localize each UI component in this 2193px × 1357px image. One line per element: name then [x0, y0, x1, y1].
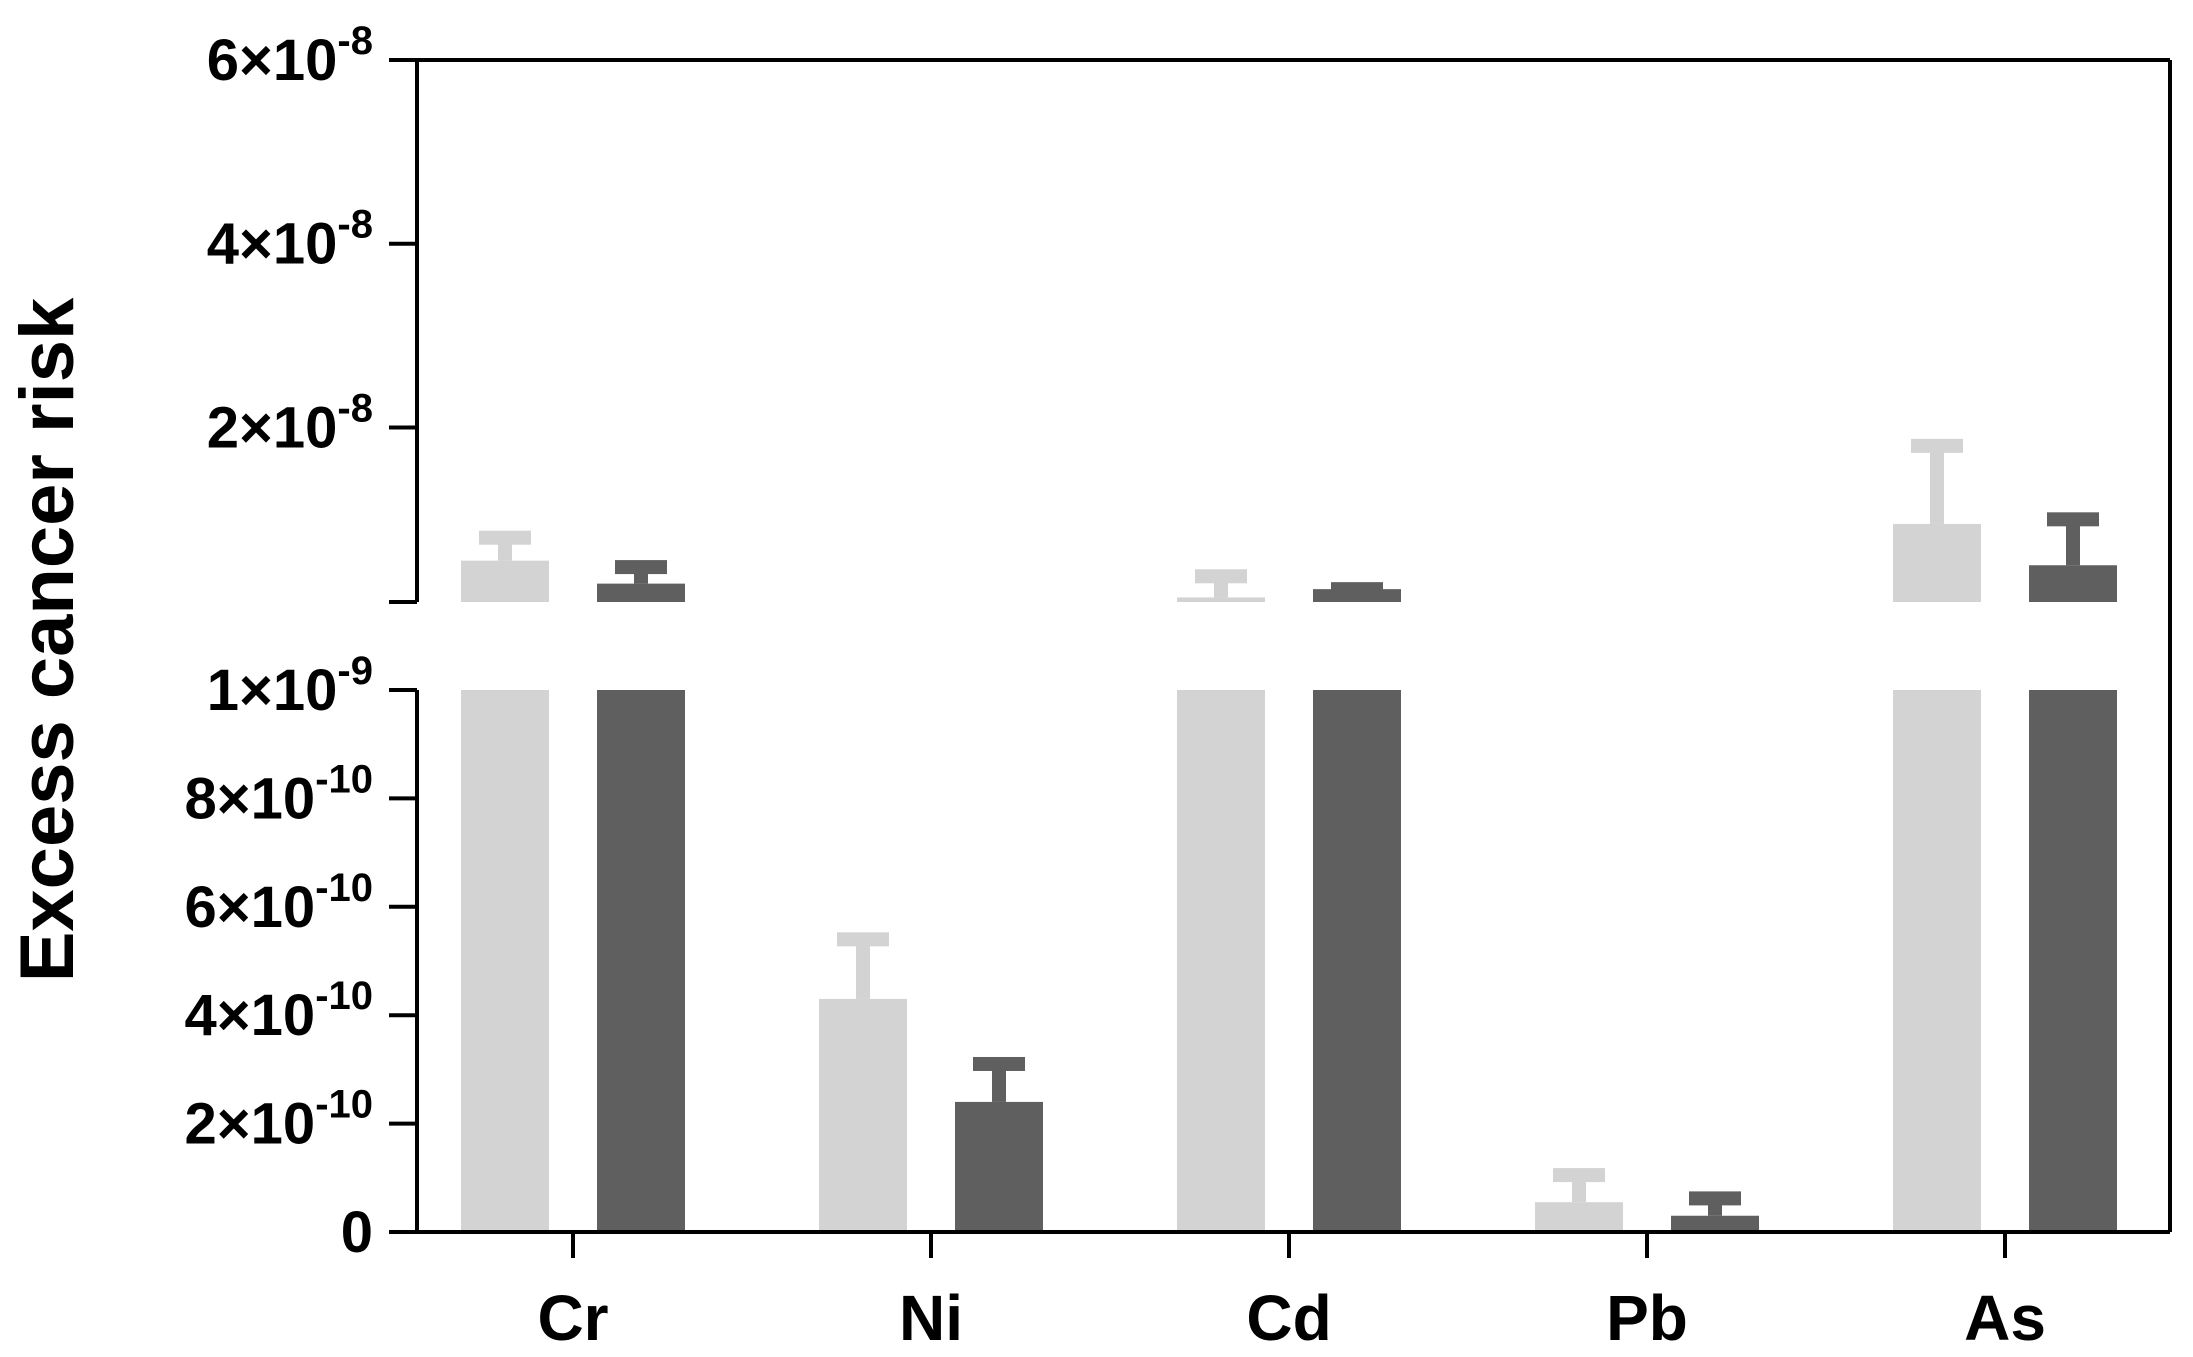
y-tick-label: 2×10-10 — [185, 1083, 373, 1157]
bar-Cr-s1-lower — [461, 690, 549, 1232]
x-category-label: Cd — [1246, 1282, 1331, 1352]
bars-layer — [461, 523, 2117, 1232]
y-tick-label: 0 — [341, 1200, 373, 1265]
errorbar-Ni-s1 — [856, 939, 870, 999]
errorbar-As-s1 — [1930, 445, 1944, 524]
y-tick-label: 8×10-10 — [185, 757, 373, 831]
errorcap-Pb-s1 — [1553, 1168, 1605, 1183]
x-category-label: Ni — [899, 1282, 963, 1352]
y-tick-label: 4×10-10 — [185, 974, 373, 1048]
y-tick-label: 6×10-8 — [207, 19, 373, 93]
bar-Cr-s2-upper — [597, 583, 685, 602]
error-bars-layer — [479, 438, 2099, 1216]
bar-Cd-s1-upper — [1177, 597, 1265, 602]
axes-layer — [389, 60, 2170, 1234]
y-tick-label: 6×10-10 — [185, 866, 373, 940]
bar-As-s2-lower — [2029, 690, 2117, 1232]
errorbar-Ni-s2 — [992, 1063, 1006, 1102]
bar-Ni-s1 — [819, 998, 907, 1232]
bar-As-s2-upper — [2029, 565, 2117, 602]
bar-Pb-s2 — [1671, 1215, 1759, 1232]
y-tick-label: 4×10-8 — [207, 203, 373, 277]
y-axis-label: Excess cancer risk — [5, 297, 90, 982]
errorcap-Ni-s1 — [837, 932, 889, 947]
errorcap-Cd-s2 — [1331, 582, 1383, 597]
bar-Cr-s2-lower — [597, 690, 685, 1232]
bar-Ni-s2 — [955, 1101, 1043, 1232]
errorcap-Ni-s2 — [973, 1056, 1025, 1071]
x-category-label: As — [1964, 1282, 2046, 1352]
bar-Cd-s1-lower — [1177, 690, 1265, 1232]
y-ticks-layer: 0 2×10-10 4×10-10 6×10-10 8×10-10 1×10-9 2×10-… — [185, 19, 417, 1265]
y-tick-label: 1×10-9 — [207, 649, 373, 723]
errorcap-As-s1 — [1911, 438, 1963, 453]
errorbar-As-s2 — [2066, 519, 2080, 566]
bar-Pb-s1 — [1535, 1202, 1623, 1232]
errorcap-Pb-s2 — [1689, 1191, 1741, 1206]
x-category-label: Cr — [537, 1282, 608, 1352]
bar-Cr-s1-upper — [461, 560, 549, 602]
y-tick-label: 2×10-8 — [207, 386, 373, 460]
errorcap-Cr-s1 — [479, 530, 531, 545]
errorcap-As-s2 — [2047, 512, 2099, 527]
errorcap-Cr-s2 — [615, 560, 667, 575]
x-category-label: Pb — [1606, 1282, 1688, 1352]
x-categories-layer: Cr Ni Cd Pb As — [537, 1232, 2046, 1354]
errorcap-Cd-s1 — [1195, 569, 1247, 584]
bar-Cd-s2-lower — [1313, 690, 1401, 1232]
plot-frame — [417, 58, 2172, 1232]
bar-As-s1-upper — [1893, 523, 1981, 602]
bar-As-s1-lower — [1893, 690, 1981, 1232]
